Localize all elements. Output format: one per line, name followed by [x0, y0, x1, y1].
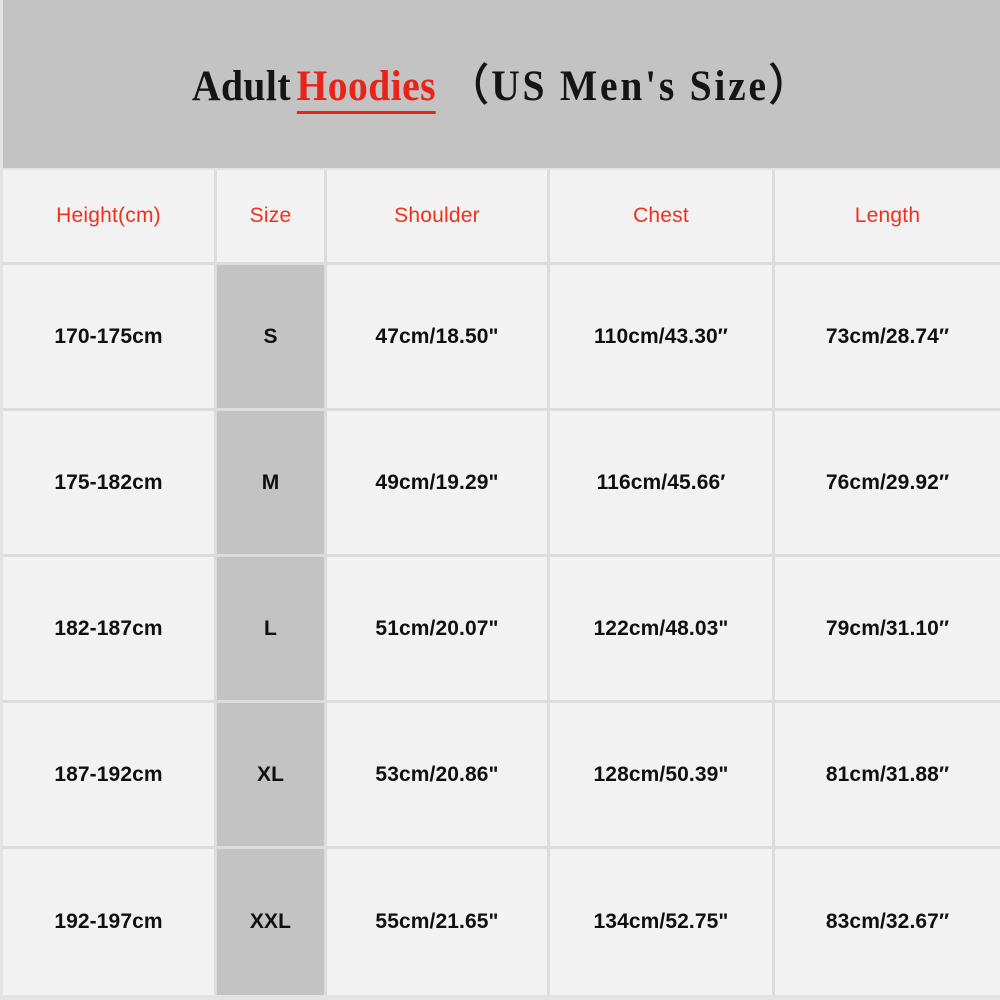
table-row: 192-197cm XXL 55cm/21.65" 134cm/52.75" 8… [3, 849, 1000, 995]
cell-chest: 122cm/48.03" [550, 557, 775, 703]
column-header-size: Size [217, 170, 327, 265]
cell-length: 83cm/32.67″ [775, 849, 1000, 995]
cell-size: XXL [217, 849, 327, 995]
cell-size: M [217, 411, 327, 557]
cell-chest: 134cm/52.75" [550, 849, 775, 995]
title-accent-hoodies: Hoodies [296, 62, 436, 114]
cell-chest: 128cm/50.39" [550, 703, 775, 849]
table-header-row: Height(cm) Size Shoulder Chest Length [3, 170, 1000, 265]
cell-chest: 110cm/43.30″ [550, 265, 775, 411]
table-row: 187-192cm XL 53cm/20.86" 128cm/50.39" 81… [3, 703, 1000, 849]
column-header-length: Length [775, 170, 1000, 265]
table-row: 170-175cm S 47cm/18.50" 110cm/43.30″ 73c… [3, 265, 1000, 411]
cell-size: S [217, 265, 327, 411]
title-suffix: （US Men's Size） [448, 62, 812, 110]
page-title: Adult Hoodies （US Men's Size） [191, 62, 812, 114]
table-row: 182-187cm L 51cm/20.07" 122cm/48.03" 79c… [3, 557, 1000, 703]
table-row: 175-182cm M 49cm/19.29" 116cm/45.66′ 76c… [3, 411, 1000, 557]
cell-height: 187-192cm [3, 703, 217, 849]
cell-shoulder: 49cm/19.29" [327, 411, 550, 557]
cell-size: L [217, 557, 327, 703]
cell-height: 170-175cm [3, 265, 217, 411]
cell-length: 76cm/29.92″ [775, 411, 1000, 557]
cell-shoulder: 53cm/20.86" [327, 703, 550, 849]
cell-shoulder: 55cm/21.65" [327, 849, 550, 995]
cell-height: 192-197cm [3, 849, 217, 995]
cell-length: 79cm/31.10″ [775, 557, 1000, 703]
size-table: Height(cm) Size Shoulder Chest Length 17… [3, 170, 1000, 995]
table-header: Height(cm) Size Shoulder Chest Length [3, 170, 1000, 265]
title-prefix: Adult [191, 62, 291, 110]
cell-height: 182-187cm [3, 557, 217, 703]
column-header-shoulder: Shoulder [327, 170, 550, 265]
cell-shoulder: 51cm/20.07" [327, 557, 550, 703]
column-header-chest: Chest [550, 170, 775, 265]
cell-length: 81cm/31.88″ [775, 703, 1000, 849]
cell-height: 175-182cm [3, 411, 217, 557]
column-header-height: Height(cm) [3, 170, 217, 265]
cell-size: XL [217, 703, 327, 849]
title-banner: Adult Hoodies （US Men's Size） [3, 0, 1000, 168]
table-body: 170-175cm S 47cm/18.50" 110cm/43.30″ 73c… [3, 265, 1000, 995]
cell-length: 73cm/28.74″ [775, 265, 1000, 411]
cell-chest: 116cm/45.66′ [550, 411, 775, 557]
cell-shoulder: 47cm/18.50" [327, 265, 550, 411]
